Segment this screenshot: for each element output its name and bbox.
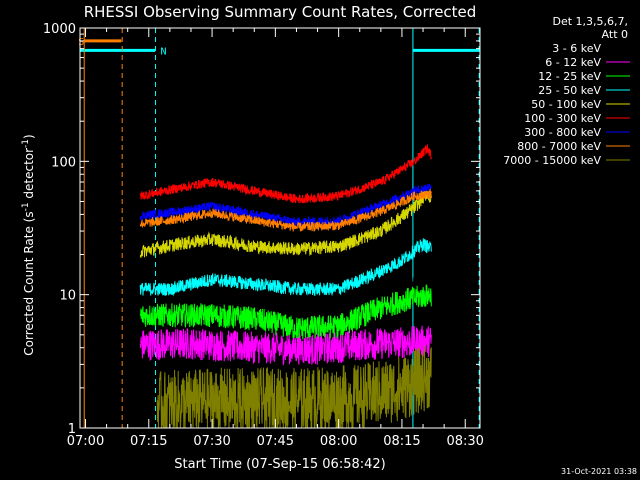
series-line-4 xyxy=(139,190,432,258)
y-tick-label-2: 100 xyxy=(51,155,76,170)
x-axis-label: Start Time (07-Sep-15 06:58:42) xyxy=(174,457,385,472)
y-tick-label-0: 1 xyxy=(68,422,76,437)
axes: 1 10 100 1000 07:00 07:15 07:30 07:45 08:00 08:15… xyxy=(43,22,484,449)
chart-title: RHESSI Observing Summary Count Rates, Co… xyxy=(84,3,477,21)
legend-label-2: 12 - 25 keV xyxy=(538,70,601,83)
x-tick-label-1: 07:15 xyxy=(130,434,167,449)
footer-timestamp: 31-Oct-2021 03:38 xyxy=(561,467,637,476)
plot-frame xyxy=(79,27,481,429)
series-line-3 xyxy=(139,238,432,297)
legend-label-4: 50 - 100 keV xyxy=(531,98,601,111)
series-line-1 xyxy=(139,325,432,366)
series-lines xyxy=(139,144,432,429)
legend-label-1: 6 - 12 keV xyxy=(545,56,601,69)
y-axis-label-end: ) xyxy=(22,134,36,139)
y-axis-label-exp2: -1 xyxy=(21,139,31,148)
y-tick-label-1: 10 xyxy=(59,289,76,304)
legend-header-line-2: Att 0 xyxy=(602,28,628,41)
series-line-5 xyxy=(139,144,432,204)
legend-label-3: 25 - 50 keV xyxy=(538,84,601,97)
flag-label-N: N xyxy=(161,46,167,57)
y-tick-label-3: 1000 xyxy=(43,22,76,37)
x-tick-label-4: 08:00 xyxy=(320,434,357,449)
legend-label-0: 3 - 6 keV xyxy=(552,42,601,55)
y-axis-label: Corrected Count Rate (s-1 detector-1) xyxy=(21,134,36,355)
x-tick-label-2: 07:30 xyxy=(193,434,230,449)
y-axis-label-mid: detector xyxy=(22,148,36,203)
flag-label-S: S xyxy=(78,37,84,48)
y-axis-label-exp1: -1 xyxy=(21,202,31,211)
legend-label-8: 7000 - 15000 keV xyxy=(503,154,601,167)
x-tick-label-3: 07:45 xyxy=(257,434,294,449)
x-tick-label-0: 07:00 xyxy=(67,434,104,449)
series-line-8 xyxy=(156,345,432,429)
legend-label-6: 300 - 800 keV xyxy=(524,126,601,139)
x-tick-label-6: 08:30 xyxy=(446,434,483,449)
x-tick-label-5: 08:15 xyxy=(383,434,420,449)
series-line-7 xyxy=(139,188,432,232)
instrument-flags: SN xyxy=(78,37,480,57)
series-line-2 xyxy=(139,284,432,340)
legend-label-7: 800 - 7000 keV xyxy=(517,140,601,153)
legend-label-5: 100 - 300 keV xyxy=(524,112,601,125)
y-axis-label-text: Corrected Count Rate (s xyxy=(22,211,36,355)
legend-header-line-1: Det 1,3,5,6,7, xyxy=(552,15,628,28)
